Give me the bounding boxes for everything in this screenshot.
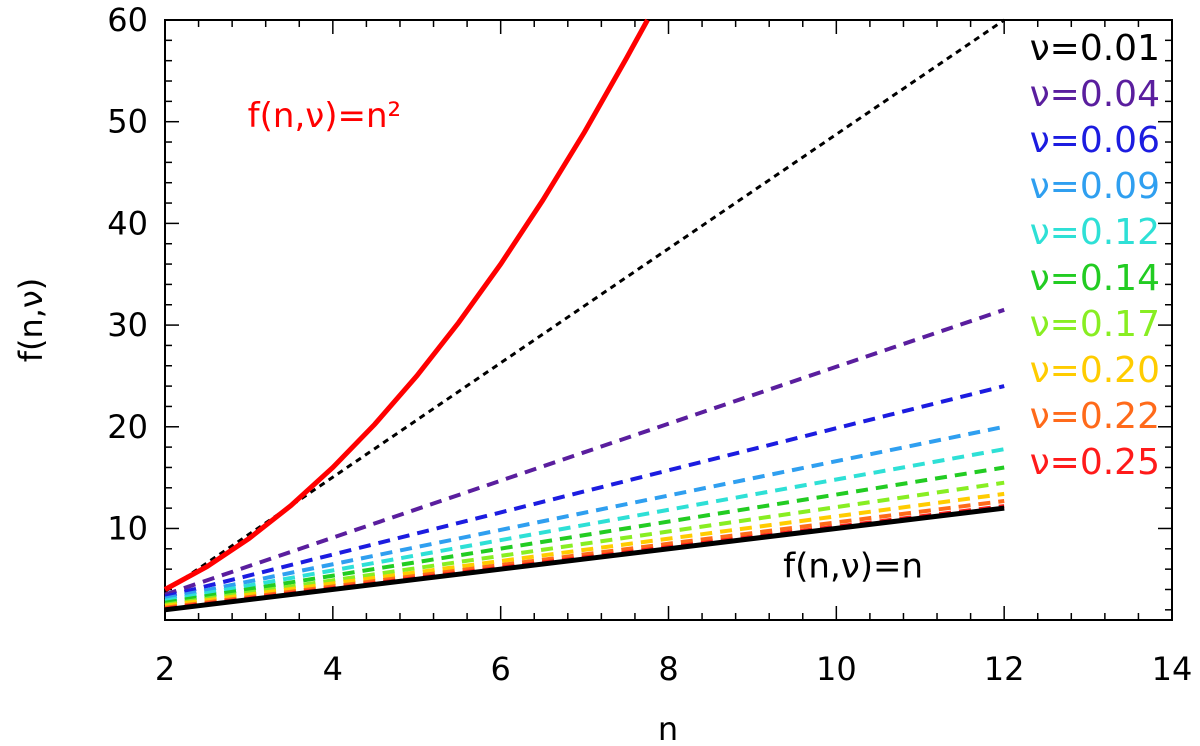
series-line bbox=[164, 384, 1005, 599]
legend-entry: ν=0.22 bbox=[1030, 396, 1160, 437]
series-line bbox=[164, 307, 1005, 597]
legend-entry: ν=0.01 bbox=[1030, 28, 1160, 69]
legend-entry: ν=0.25 bbox=[1030, 442, 1160, 483]
legend-entry: ν=0.06 bbox=[1030, 120, 1160, 161]
x-tick-labels: 2 4 6 8 10 12 14 bbox=[155, 650, 1193, 688]
x-axis-label: n bbox=[658, 710, 678, 746]
curve-annotation: f(n,ν)=n bbox=[783, 546, 923, 586]
curve-annotation: f(n,ν)=n² bbox=[248, 96, 402, 136]
legend-entry: ν=0.20 bbox=[1030, 350, 1160, 391]
reference-curve bbox=[163, 18, 650, 592]
reference-curve bbox=[164, 505, 1005, 613]
x-tick-label: 2 bbox=[155, 650, 175, 688]
y-tick-label: 60 bbox=[107, 1, 148, 39]
x-tick-label: 4 bbox=[323, 650, 343, 688]
y-axis-label: f(n,ν) bbox=[12, 278, 50, 363]
series-line bbox=[164, 491, 1005, 608]
legend-entry: ν=0.12 bbox=[1030, 212, 1160, 253]
series-line bbox=[164, 480, 1005, 607]
legend-entry: ν=0.17 bbox=[1030, 304, 1160, 345]
y-tick-label: 20 bbox=[107, 408, 148, 446]
legend-entry: ν=0.09 bbox=[1030, 166, 1160, 207]
y-tick-label: 40 bbox=[107, 204, 148, 242]
series-line bbox=[164, 465, 1005, 605]
reference-layer bbox=[163, 18, 1005, 613]
y-tick-label: 10 bbox=[107, 509, 148, 547]
legend-entry: ν=0.14 bbox=[1030, 258, 1160, 299]
series-line bbox=[164, 424, 1005, 601]
x-tick-label: 8 bbox=[658, 650, 678, 688]
legend: ν=0.01 ν=0.04 ν=0.06 ν=0.09 ν=0.12 ν=0.14 ν=0.… bbox=[1030, 28, 1160, 483]
series-line bbox=[164, 447, 1005, 603]
x-tick-label: 6 bbox=[490, 650, 510, 688]
x-tick-label: 12 bbox=[984, 650, 1025, 688]
y-tick-label: 50 bbox=[107, 103, 148, 141]
legend-entry: ν=0.04 bbox=[1030, 74, 1160, 115]
x-tick-label: 14 bbox=[1152, 650, 1193, 688]
x-tick-label: 10 bbox=[816, 650, 857, 688]
y-tick-label: 30 bbox=[107, 306, 148, 344]
annotation-layer: f(n,ν)=n² f(n,ν)=n bbox=[248, 96, 923, 587]
y-tick-labels: 10 20 30 40 50 60 bbox=[107, 1, 148, 547]
